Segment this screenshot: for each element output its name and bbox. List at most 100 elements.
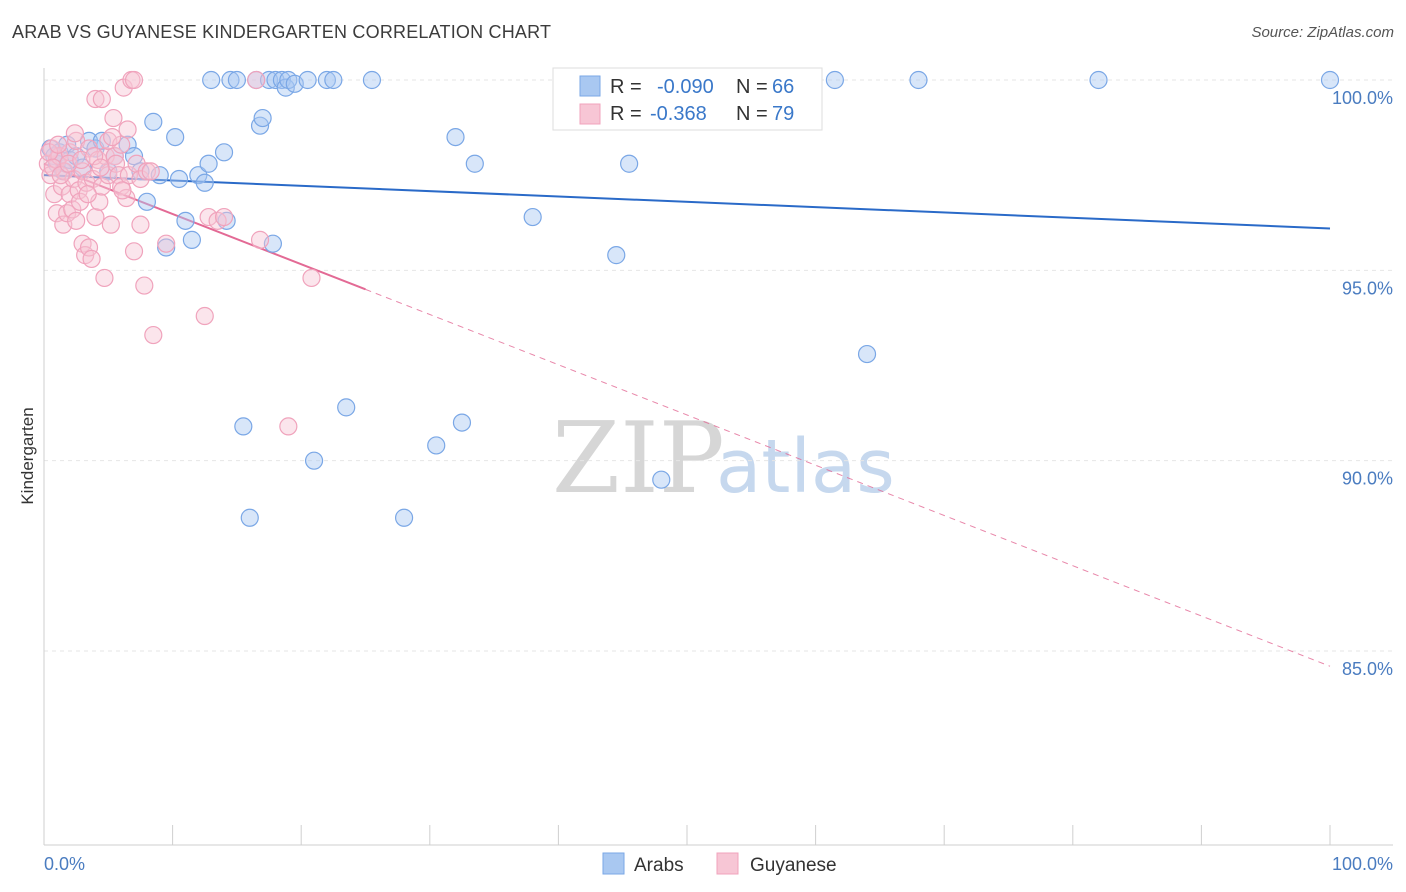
point-guyanese-51 [127,154,146,173]
point-guyanese-57 [144,325,163,345]
point-arabs-60 [652,470,671,489]
point-arabs-47 [317,70,337,90]
point-arabs-29 [214,143,234,162]
series-legend-swatch-arabs [602,852,625,875]
point-guyanese-69 [49,135,68,154]
point-guyanese-18 [70,192,90,211]
y-tick-labels: 100.0% 95.0% 90.0% 85.0% [1332,88,1393,679]
y-tick-label-3: 85.0% [1342,659,1393,679]
point-arabs-54 [452,413,472,432]
point-guyanese-60 [199,207,218,227]
x-tick-label-right: 100.0% [1332,854,1393,874]
stats-legend: R = -0.090 N = 66 R = -0.368 N = 79 [552,67,823,131]
point-guyanese-53 [131,169,150,189]
point-guyanese-46 [118,120,137,139]
point-arabs-34 [240,508,259,527]
x-tick-label-left: 0.0% [44,854,85,874]
legend-n-value-arabs: 66 [772,76,794,98]
legend-swatch-arabs [579,75,601,97]
point-arabs-33 [234,417,253,436]
point-guyanese-52 [131,215,150,234]
point-arabs-22 [169,169,189,189]
point-arabs-46 [304,451,324,470]
watermark-atlas: atlas [716,424,895,510]
point-guyanese-50 [124,242,144,261]
trend-line-arabs [43,174,1331,230]
point-guyanese-16 [67,211,86,230]
y-tick-label-0: 100.0% [1332,88,1393,108]
trend-lines [43,162,1331,667]
point-guyanese-23 [79,238,99,257]
point-guyanese-25 [82,249,101,269]
point-guyanese-64 [250,230,270,249]
trend-line-dashed-guyanese [365,288,1331,667]
series-legend: Arabs Guyanese [602,852,837,876]
point-guyanese-11 [60,185,79,204]
point-arabs-64 [1089,70,1108,90]
point-arabs-25 [189,166,208,185]
point-arabs-65 [1320,70,1340,90]
y-axis-label: Kindergarten [18,407,37,504]
series-legend-swatch-guyanese [716,852,739,875]
legend-r-label-arabs: R = [610,76,642,98]
legend-n-label-arabs: N = [736,76,768,98]
y-tick-label-2: 90.0% [1342,469,1393,489]
series-legend-label-guyanese: Guyanese [750,855,837,876]
legend-swatch-guyanese [579,103,601,125]
point-arabs-20 [157,238,176,257]
watermark-zip: ZIP [552,402,725,516]
point-arabs-58 [620,154,639,173]
y-tick-label-1: 95.0% [1342,278,1393,298]
grid-lines [44,79,1393,652]
point-guyanese-37 [101,215,120,234]
point-guyanese-44 [114,78,133,97]
watermark: ZIP atlas [552,402,895,516]
legend-r-label-guyanese: R = [610,103,642,125]
point-guyanese-13 [63,200,82,219]
point-guyanese-38 [104,108,123,128]
point-guyanese-4 [47,204,66,223]
legend-n-value-guyanese: 79 [772,103,794,125]
point-guyanese-40 [106,154,126,173]
point-arabs-27 [199,154,218,173]
legend-r-value-arabs: -0.090 [657,76,714,98]
point-arabs-18 [144,112,163,131]
point-arabs-32 [227,70,246,90]
point-arabs-55 [465,154,484,173]
point-arabs-49 [337,398,356,417]
point-arabs-51 [394,508,414,527]
point-arabs-28 [202,70,221,90]
point-guyanese-76 [91,158,110,177]
point-arabs-63 [909,70,928,90]
point-arabs-21 [166,128,185,147]
point-guyanese-3 [45,185,64,204]
point-arabs-37 [253,108,272,128]
point-guyanese-31 [92,89,111,109]
point-guyanese-56 [141,162,160,181]
point-guyanese-55 [137,162,156,181]
point-arabs-57 [607,246,626,265]
legend-n-label-guyanese: N = [736,103,768,125]
point-guyanese-39 [105,147,124,166]
series-legend-label-arabs: Arabs [634,855,684,876]
point-arabs-48 [324,70,343,90]
point-arabs-62 [857,344,877,364]
point-guyanese-49 [124,70,144,90]
point-arabs-45 [298,70,317,90]
point-arabs-23 [176,211,195,230]
point-arabs-50 [362,70,382,90]
chart-title: ARAB VS GUYANESE KINDERGARTEN CORRELATIO… [12,22,552,42]
axes [43,68,1393,846]
point-guyanese-59 [195,306,214,326]
point-guyanese-78 [113,181,132,200]
point-arabs-17 [137,192,156,211]
point-guyanese-68 [43,158,63,177]
point-guyanese-75 [85,147,104,166]
point-guyanese-65 [279,417,298,436]
legend-r-value-guyanese: -0.368 [650,103,707,125]
point-guyanese-77 [103,128,122,147]
point-arabs-24 [182,230,201,249]
point-guyanese-58 [157,234,176,253]
point-guyanese-27 [86,89,105,109]
point-arabs-52 [427,436,446,455]
